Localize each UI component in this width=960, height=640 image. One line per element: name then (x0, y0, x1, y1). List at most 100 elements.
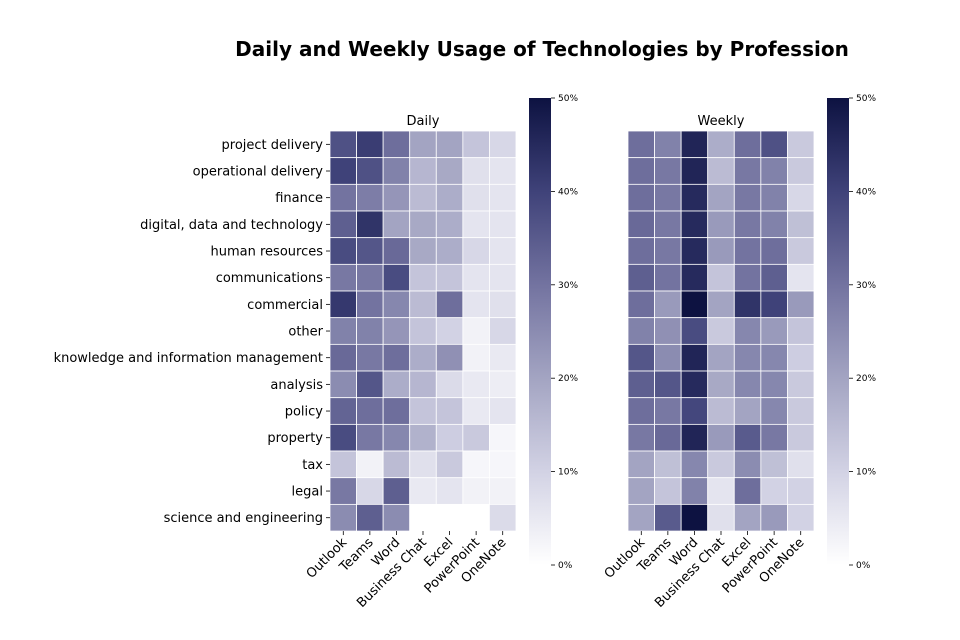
daily-cell-knowledge-and-information-management-outlook (329, 343, 357, 372)
weekly-cell-communications-outlook (627, 263, 655, 292)
daily-cell-project-delivery-business-chat (409, 130, 437, 159)
weekly-cell-operational-delivery-onenote (787, 157, 815, 185)
daily-cell-legal-onenote (489, 477, 517, 505)
weekly-cell-finance-word (680, 183, 709, 212)
row-label-communications: communications (216, 271, 324, 286)
weekly-cell-project-delivery-onenote (787, 130, 815, 159)
daily-cell-analysis-business-chat (409, 370, 437, 399)
weekly-cell-human-resources-excel (733, 237, 762, 265)
daily-cell-human-resources-excel (435, 237, 464, 265)
daily-cell-policy-word (382, 397, 411, 425)
daily-cell-other-teams (356, 317, 384, 345)
daily-cell-commercial-outlook (329, 290, 357, 319)
daily-cell-finance-powerpoint (462, 183, 490, 212)
weekly-cell-commercial-powerpoint (760, 290, 788, 319)
row-label-legal: legal (292, 485, 323, 500)
daily-cell-commercial-business-chat (409, 290, 437, 319)
weekly-cell-knowledge-and-information-management-powerpoint (760, 343, 788, 372)
daily-cell-digital-data-and-technology-business-chat (409, 210, 437, 239)
weekly-cell-other-excel (733, 317, 762, 345)
weekly-cell-finance-business-chat (707, 183, 735, 212)
daily-cell-communications-powerpoint (462, 263, 490, 292)
daily-cell-legal-business-chat (409, 477, 437, 505)
weekly-cell-commercial-excel (733, 290, 762, 319)
daily-cell-digital-data-and-technology-teams (356, 210, 384, 239)
weekly-cell-project-delivery-powerpoint (760, 130, 788, 159)
weekly-cell-property-word (680, 423, 709, 452)
weekly-cell-other-onenote (787, 317, 815, 345)
daily-cell-other-onenote (489, 317, 517, 345)
weekly-cell-legal-onenote (787, 477, 815, 505)
row-label-tax: tax (302, 458, 323, 473)
daily-cell-project-delivery-onenote (489, 130, 517, 159)
daily-cell-science-and-engineering-onenote (489, 503, 517, 532)
daily-cell-communications-business-chat (409, 263, 437, 292)
colorbar-tick-label: 50% (558, 94, 578, 104)
weekly-cell-science-and-engineering-teams (654, 503, 682, 532)
colorbar-tick-label: 30% (558, 281, 578, 291)
weekly-cell-human-resources-teams (654, 237, 682, 265)
daily-cell-tax-teams (356, 450, 384, 479)
daily-cell-project-delivery-word (382, 130, 411, 159)
daily-cell-project-delivery-teams (356, 130, 384, 159)
colorbar-tick-label: 40% (558, 187, 578, 197)
daily-cell-legal-excel (435, 477, 464, 505)
daily-cell-property-outlook (329, 423, 357, 452)
weekly-cell-human-resources-outlook (627, 237, 655, 265)
row-label-science-and-engineering: science and engineering (164, 511, 323, 526)
daily-cell-tax-onenote (489, 450, 517, 479)
daily-cell-commercial-powerpoint (462, 290, 490, 319)
weekly-cell-project-delivery-business-chat (707, 130, 735, 159)
weekly-cell-legal-teams (654, 477, 682, 505)
daily-cell-operational-delivery-teams (356, 157, 384, 185)
row-label-policy: policy (285, 405, 324, 420)
weekly-cell-policy-word (680, 397, 709, 425)
daily-heatmap (329, 130, 517, 532)
weekly-panel-title: Weekly (698, 114, 745, 129)
weekly-cell-tax-teams (654, 450, 682, 479)
daily-cell-policy-onenote (489, 397, 517, 425)
daily-cell-policy-outlook (329, 397, 357, 425)
row-label-commercial: commercial (247, 298, 323, 313)
weekly-cell-operational-delivery-word (680, 157, 709, 185)
weekly-cell-knowledge-and-information-management-business-chat (707, 343, 735, 372)
weekly-cell-tax-outlook (627, 450, 655, 479)
daily-cell-commercial-excel (435, 290, 464, 319)
weekly-cell-tax-business-chat (707, 450, 735, 479)
daily-cell-property-powerpoint (462, 423, 490, 452)
weekly-cell-digital-data-and-technology-powerpoint (760, 210, 788, 239)
daily-cell-science-and-engineering-outlook (329, 503, 357, 532)
daily-cell-digital-data-and-technology-onenote (489, 210, 517, 239)
daily-cell-operational-delivery-onenote (489, 157, 517, 185)
daily-cell-human-resources-onenote (489, 237, 517, 265)
weekly-cell-other-outlook (627, 317, 655, 345)
daily-cell-analysis-word (382, 370, 411, 399)
weekly-colorbar-ticks: 0% 10% 20% 30% 40% 50% (849, 94, 876, 571)
weekly-cell-analysis-word (680, 370, 709, 399)
weekly-cell-knowledge-and-information-management-teams (654, 343, 682, 372)
colorbar-tick-label: 10% (856, 468, 876, 478)
daily-cell-property-business-chat (409, 423, 437, 452)
daily-cell-digital-data-and-technology-powerpoint (462, 210, 490, 239)
colorbar-tick-label: 20% (856, 374, 876, 384)
daily-cell-finance-business-chat (409, 183, 437, 212)
colorbar-tick-label: 40% (856, 187, 876, 197)
weekly-cell-legal-excel (733, 477, 762, 505)
daily-cell-property-onenote (489, 423, 517, 452)
weekly-cell-finance-outlook (627, 183, 655, 212)
weekly-cell-communications-excel (733, 263, 762, 292)
weekly-cell-property-business-chat (707, 423, 735, 452)
weekly-cell-science-and-engineering-powerpoint (760, 503, 788, 532)
daily-cell-science-and-engineering-excel (435, 503, 464, 532)
weekly-cell-commercial-outlook (627, 290, 655, 319)
weekly-cell-property-excel (733, 423, 762, 452)
weekly-cell-knowledge-and-information-management-excel (733, 343, 762, 372)
weekly-cell-digital-data-and-technology-onenote (787, 210, 815, 239)
weekly-cell-commercial-teams (654, 290, 682, 319)
daily-cell-policy-excel (435, 397, 464, 425)
daily-cell-other-business-chat (409, 317, 437, 345)
daily-cell-human-resources-teams (356, 237, 384, 265)
weekly-cell-legal-word (680, 477, 709, 505)
